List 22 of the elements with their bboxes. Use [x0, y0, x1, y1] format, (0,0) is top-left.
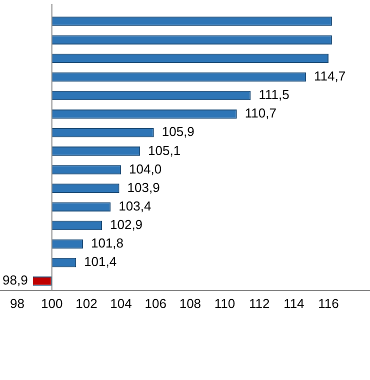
- data-label: 101,8: [90, 236, 124, 251]
- x-tick-label: 114: [284, 296, 304, 311]
- x-tick-label: 110: [214, 296, 236, 311]
- data-label: 110,7: [244, 106, 276, 121]
- x-tick-label: 98: [10, 296, 25, 311]
- x-tick-label: 102: [76, 296, 98, 311]
- data-label: 103,4: [118, 198, 152, 214]
- x-tick-label: 106: [144, 296, 166, 311]
- x-tick-label: 100: [41, 296, 63, 311]
- data-label: 105,9: [162, 124, 194, 140]
- data-label: 98,9: [2, 272, 28, 288]
- x-tick-label: 116: [318, 296, 339, 311]
- data-label: 104,0: [129, 161, 162, 176]
- data-label: 105,1: [148, 142, 181, 158]
- x-tick-label: 108: [179, 296, 202, 311]
- data-label: 114,7: [314, 68, 346, 84]
- data-label: 101,4: [84, 254, 117, 270]
- x-tick-label: 112: [248, 296, 270, 311]
- data-label: 103,9: [127, 180, 160, 195]
- data-label: 111,5: [258, 87, 290, 102]
- x-tick-label: 104: [110, 296, 132, 311]
- data-label: 102,9: [110, 217, 143, 232]
